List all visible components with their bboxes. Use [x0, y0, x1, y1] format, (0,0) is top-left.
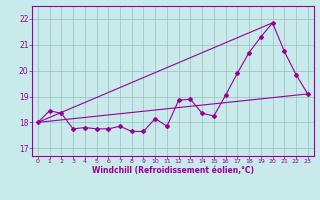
X-axis label: Windchill (Refroidissement éolien,°C): Windchill (Refroidissement éolien,°C): [92, 166, 254, 175]
